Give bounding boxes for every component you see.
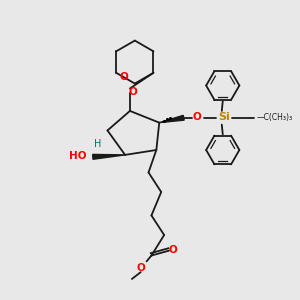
Text: O: O bbox=[119, 72, 128, 82]
Polygon shape bbox=[93, 154, 125, 159]
Text: O: O bbox=[136, 263, 145, 273]
Text: O: O bbox=[169, 245, 177, 255]
Text: HO: HO bbox=[70, 151, 87, 161]
Text: H: H bbox=[94, 139, 101, 149]
Text: O: O bbox=[193, 112, 202, 122]
Polygon shape bbox=[159, 116, 184, 123]
Text: —C(CH₃)₃: —C(CH₃)₃ bbox=[257, 113, 293, 122]
Text: Si: Si bbox=[218, 112, 230, 122]
Text: O: O bbox=[128, 87, 137, 98]
